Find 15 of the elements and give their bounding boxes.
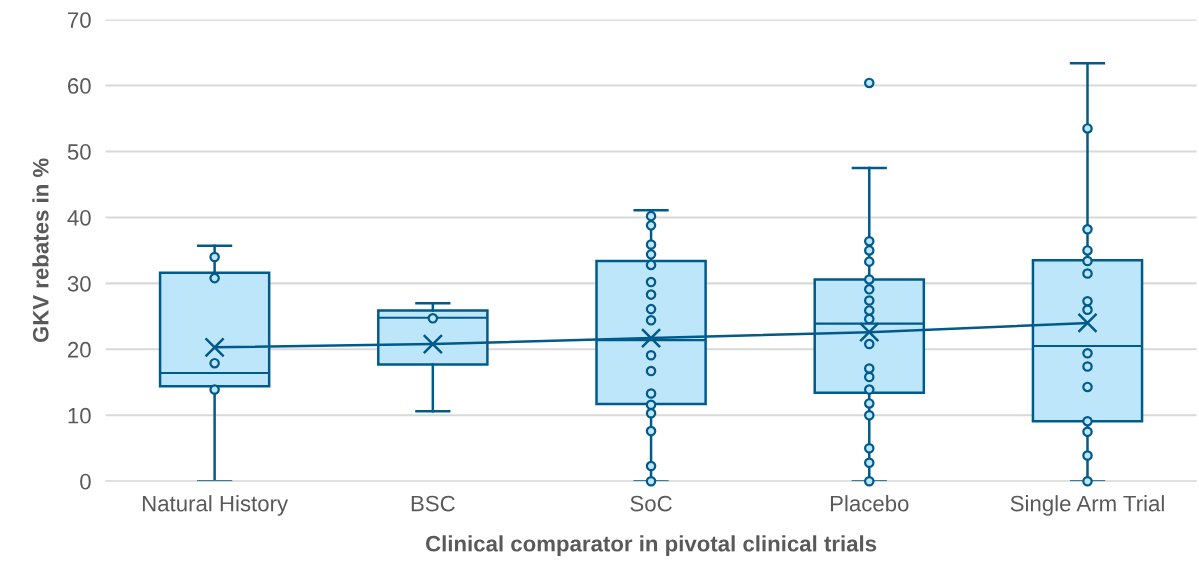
x-tick-label: Placebo (830, 495, 909, 512)
y-tick-label: 30 (67, 275, 91, 292)
y-tick-label: 10 (68, 407, 91, 424)
y-tick-label: 40 (67, 209, 91, 226)
x-tick-label: Single Arm Trial (1010, 495, 1164, 516)
x-axis-title: Clinical comparator in pivotal clinical trials (425, 535, 877, 556)
x-tick-label: Natural History (142, 495, 289, 516)
y-tick-label: 0 (80, 473, 91, 490)
y-tick-label: 20 (68, 341, 91, 358)
y-tick-label: 70 (68, 12, 91, 28)
x-tick-label: SoC (630, 495, 672, 512)
y-axis-title: GKV rebates in % (32, 158, 49, 343)
y-tick-label: 50 (67, 144, 91, 160)
x-tick-label: BSC (411, 495, 455, 512)
y-tick-label: 60 (68, 78, 91, 94)
